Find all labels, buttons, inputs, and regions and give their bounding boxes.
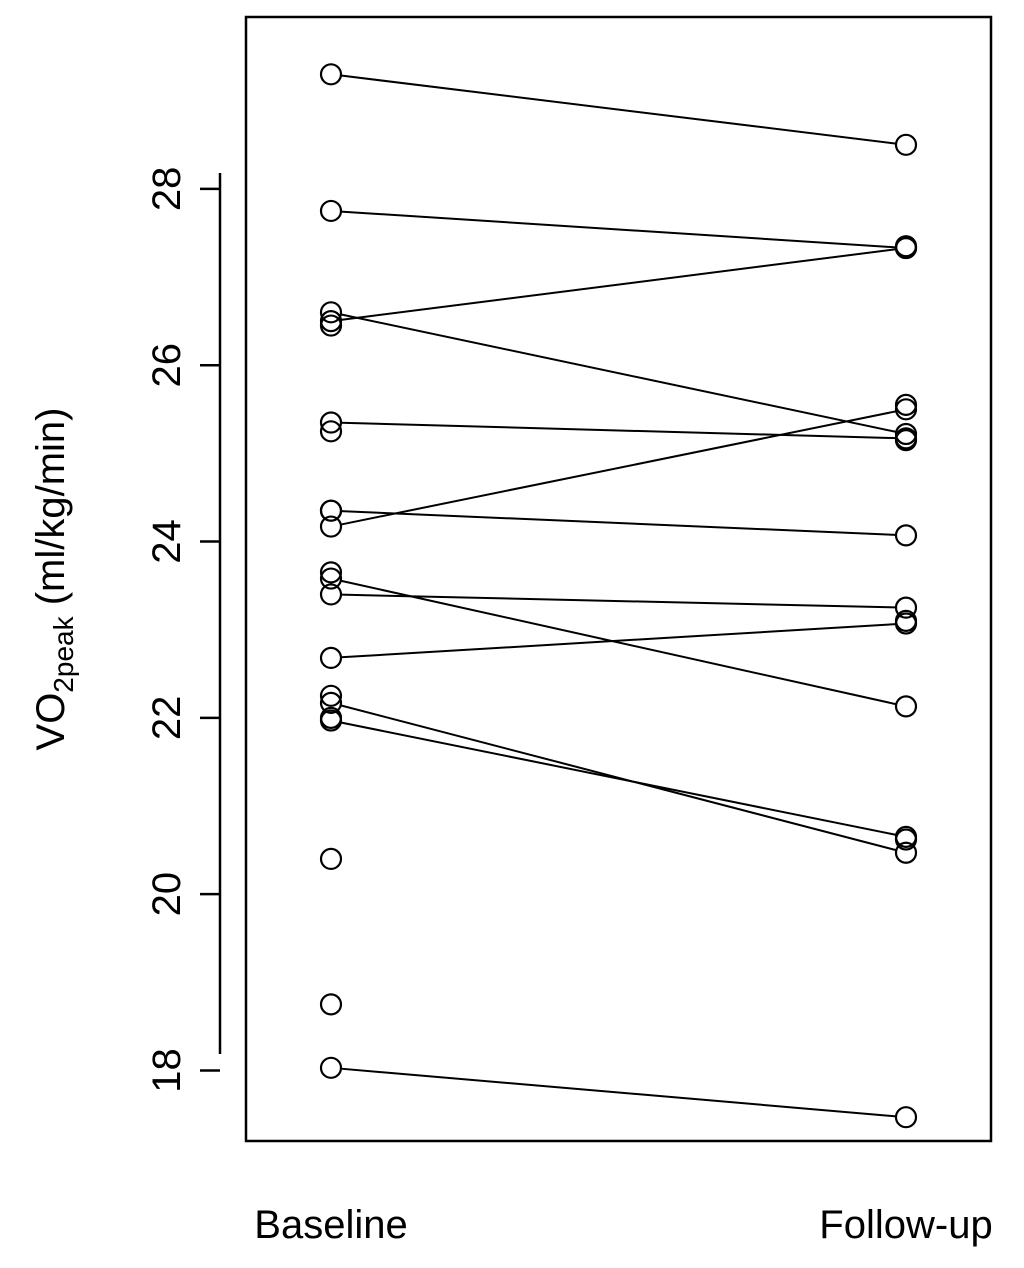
followup-point (894, 235, 918, 258)
baseline-point (319, 63, 343, 86)
pair-line (340, 623, 897, 659)
followup-point (894, 524, 918, 547)
baseline-point (319, 583, 343, 606)
followup-point (894, 828, 918, 851)
baseline-point (319, 411, 343, 434)
baseline-point (319, 691, 343, 714)
pair-line (340, 579, 897, 706)
baseline-point (319, 646, 343, 670)
pair-line (340, 421, 897, 440)
y-axis-label: VO2peak (ml/kg/min) (29, 408, 79, 751)
followup-point (894, 1106, 918, 1129)
pair-line (340, 593, 897, 609)
baseline-point (319, 567, 343, 590)
y-tick-label: 18 (145, 1048, 189, 1093)
baseline-point (319, 561, 343, 584)
y-axis-ticks: 18 20 22 24 26 28 (145, 167, 220, 1093)
baseline-point (319, 706, 343, 729)
pair-line (340, 721, 897, 836)
x-tick-baseline: Baseline (254, 1203, 407, 1247)
pair-line (340, 313, 897, 433)
pair-line (340, 210, 897, 249)
followup-point (894, 427, 918, 450)
pair-line (340, 74, 897, 145)
baseline-point (319, 1056, 343, 1079)
y-tick-label: 24 (145, 519, 189, 564)
followup-point (894, 596, 918, 619)
pair-lines (340, 74, 897, 1118)
baseline-point (319, 993, 343, 1016)
followup-point (894, 695, 918, 718)
followup-point (894, 429, 918, 452)
followup-point (894, 236, 918, 260)
y-axis-label-main: VO (29, 693, 73, 751)
y-tick-label: 26 (145, 343, 189, 388)
baseline-point (319, 310, 343, 333)
plot-frame (244, 15, 993, 1143)
y-tick-label: 20 (145, 872, 189, 917)
pair-line (340, 1067, 897, 1118)
baseline-point (319, 314, 343, 337)
baseline-point (319, 499, 343, 522)
baseline-point (319, 420, 343, 443)
pair-line (340, 248, 897, 321)
pair-line (340, 410, 897, 526)
y-axis-label-unit: (ml/kg/min) (29, 408, 73, 617)
y-tick-label: 28 (145, 167, 189, 212)
baseline-point (319, 301, 343, 324)
followup-point (894, 398, 918, 421)
y-tick-label: 22 (145, 696, 189, 741)
followup-point (894, 609, 918, 632)
data-points (319, 63, 918, 1129)
followup-point (894, 393, 918, 416)
followup-point (894, 841, 918, 864)
baseline-point (319, 199, 343, 223)
baseline-point (319, 684, 343, 707)
pair-line (340, 510, 897, 536)
baseline-point (319, 515, 343, 538)
x-tick-follow-up: Follow-up (819, 1203, 992, 1247)
baseline-point (319, 847, 343, 870)
y-axis-label-subscript: 2peak (48, 615, 79, 692)
followup-point (894, 133, 918, 156)
